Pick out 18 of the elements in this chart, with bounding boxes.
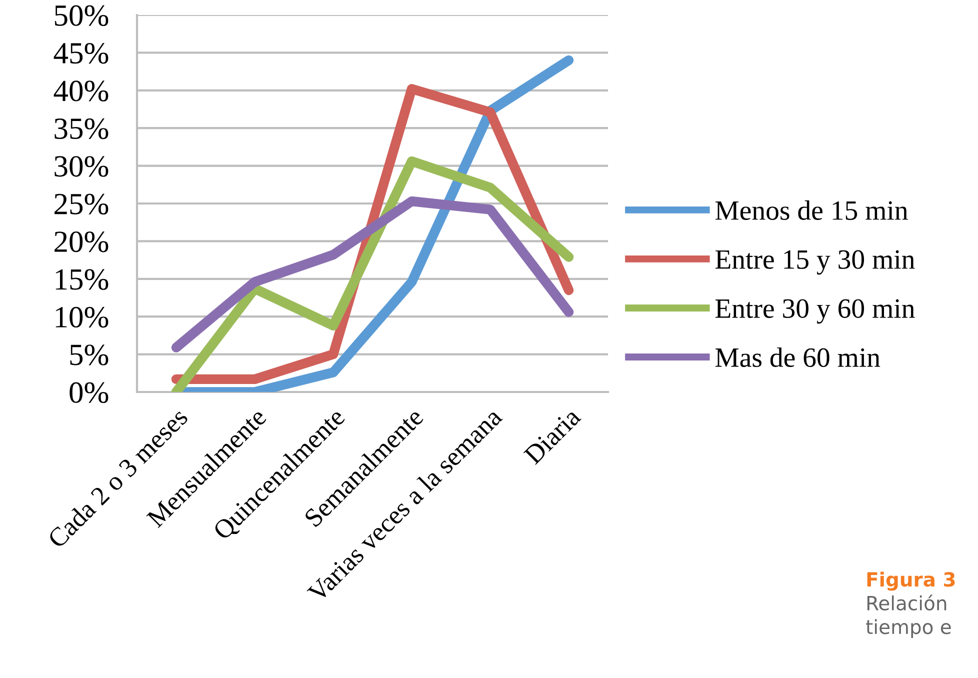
y-tick-label: 5% — [70, 344, 108, 366]
y-tick-label: 35% — [54, 118, 108, 140]
y-tick-label: 50% — [54, 5, 108, 26]
y-tick-label: 25% — [54, 194, 108, 214]
y-tick-label: 0% — [70, 382, 108, 403]
legend-label: Mas de 60 min — [715, 347, 880, 368]
text: Relación — [867, 594, 946, 610]
y-tick-label: 40% — [54, 80, 108, 102]
text: tiempo e — [866, 619, 951, 638]
legend-label: Menos de 15 min — [715, 200, 908, 220]
y-tick-label: 45% — [54, 42, 108, 64]
y-tick-label: 20% — [54, 231, 108, 252]
y-tick-label: 15% — [56, 269, 108, 290]
y-tick-label: 10% — [56, 306, 108, 328]
legend-label: Entre 15 y 30 min — [715, 250, 915, 275]
legend-label: Entre 30 y 60 min — [715, 299, 915, 324]
y-tick-label: 30% — [54, 156, 108, 177]
text: Figura 3 — [867, 572, 955, 591]
